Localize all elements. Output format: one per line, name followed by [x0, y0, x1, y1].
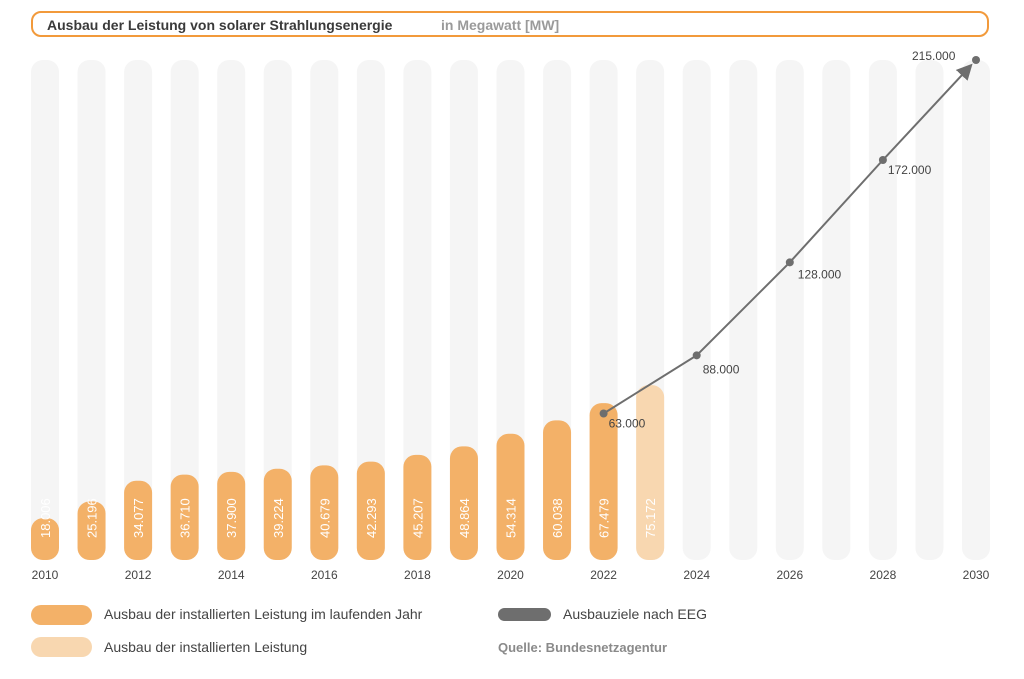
bar-label-2011: 25.196	[85, 498, 100, 538]
eeg-target-label-2028: 172.000	[888, 163, 932, 177]
eeg-target-point-2030	[972, 56, 980, 64]
bar-label-2014: 37.900	[224, 498, 239, 538]
background-bar-2017	[356, 60, 385, 560]
background-bar-2010	[31, 60, 59, 560]
bar-2017	[356, 461, 385, 560]
x-tick-2014: 2014	[218, 568, 245, 582]
bar-2013	[170, 474, 199, 560]
eeg-target-label-2030: 215.000	[912, 49, 956, 63]
bar-label-2015: 39.224	[271, 498, 286, 538]
background-bar-2027	[822, 60, 851, 560]
bar-label-2013: 36.710	[178, 498, 193, 538]
bar-2020	[496, 433, 525, 560]
bar-label-2016: 40.679	[317, 498, 332, 538]
legend-swatch-installed	[31, 637, 92, 657]
background-bar-2019	[449, 60, 478, 560]
bar-2014	[217, 471, 246, 560]
chart-unit: in Megawatt [MW]	[441, 17, 560, 33]
eeg-target-arrow	[882, 63, 973, 161]
x-tick-2022: 2022	[590, 568, 617, 582]
legend-swatch-eeg-target	[498, 608, 551, 621]
bar-2015	[263, 468, 292, 560]
eeg-target-label-2026: 128.000	[798, 267, 842, 281]
legend-swatch-annual	[31, 605, 92, 625]
chart-canvas: 18.006 25.196 34.077 36.710 37.900 39.224 40.6…	[31, 49, 990, 582]
background-bar-2014	[217, 60, 246, 560]
bar-label-2022: 67.479	[597, 498, 612, 538]
chart-title-box: Ausbau der Leistung von solarer Strahlun…	[31, 11, 989, 37]
eeg-target-point-2026	[785, 258, 794, 267]
x-tick-2010: 2010	[32, 568, 59, 582]
legend-label-annual: Ausbau der installierten Leistung im lau…	[104, 606, 423, 622]
background-bar-2012	[124, 60, 153, 560]
bar-label-2020: 54.314	[504, 498, 519, 538]
bar-label-2023: 75.172	[643, 498, 658, 538]
x-tick-2028: 2028	[870, 568, 897, 582]
legend-label-installed: Ausbau der installierten Leistung	[104, 639, 308, 655]
x-tick-2016: 2016	[311, 568, 338, 582]
bar-2022	[589, 403, 618, 560]
bar-label-2017: 42.293	[364, 498, 379, 538]
background-bar-2026	[775, 60, 804, 560]
background-bar-2011	[77, 60, 106, 560]
source-note: Quelle: Bundesnetzagentur	[498, 640, 668, 655]
eeg-target-point-2024	[692, 351, 701, 360]
legend-label-eeg-target: Ausbauziele nach EEG	[563, 606, 707, 622]
background-bar-2029	[915, 60, 944, 560]
chart-title: Ausbau der Leistung von solarer Strahlun…	[47, 17, 393, 33]
background-bar-2018	[403, 60, 432, 560]
background-bar-2016	[310, 60, 339, 560]
bar-label-2019: 48.864	[457, 498, 472, 538]
eeg-target-point-2028	[878, 156, 887, 164]
background-bar-2024	[682, 60, 711, 560]
x-tick-2020: 2020	[497, 568, 524, 582]
bar-label-2012: 34.077	[131, 498, 146, 538]
background-bar-2030	[962, 60, 990, 560]
x-tick-2030: 2030	[963, 568, 990, 582]
background-bar-2013	[170, 60, 199, 560]
bar-label-2010: 18.006	[38, 498, 53, 538]
bar-2021	[543, 420, 572, 560]
eeg-target-line	[603, 159, 884, 415]
bar-2012	[124, 480, 153, 560]
bar-2011	[77, 501, 106, 560]
background-bar-2028	[868, 60, 897, 560]
x-tick-2012: 2012	[125, 568, 152, 582]
x-tick-2026: 2026	[776, 568, 803, 582]
bar-2010	[31, 518, 59, 560]
eeg-target-point-2022	[599, 409, 608, 418]
x-tick-2024: 2024	[683, 568, 710, 582]
bar-label-2021: 60.038	[550, 498, 565, 538]
x-tick-2018: 2018	[404, 568, 431, 582]
bar-2018	[403, 454, 432, 560]
bar-2023	[636, 385, 665, 560]
eeg-target-label-2022: 63.000	[609, 416, 646, 430]
eeg-target-label-2024: 88.000	[703, 362, 740, 376]
background-bar-2015	[263, 60, 292, 560]
bar-2016	[310, 465, 339, 560]
bar-2019	[449, 446, 478, 560]
bar-label-2018: 45.207	[410, 498, 425, 538]
